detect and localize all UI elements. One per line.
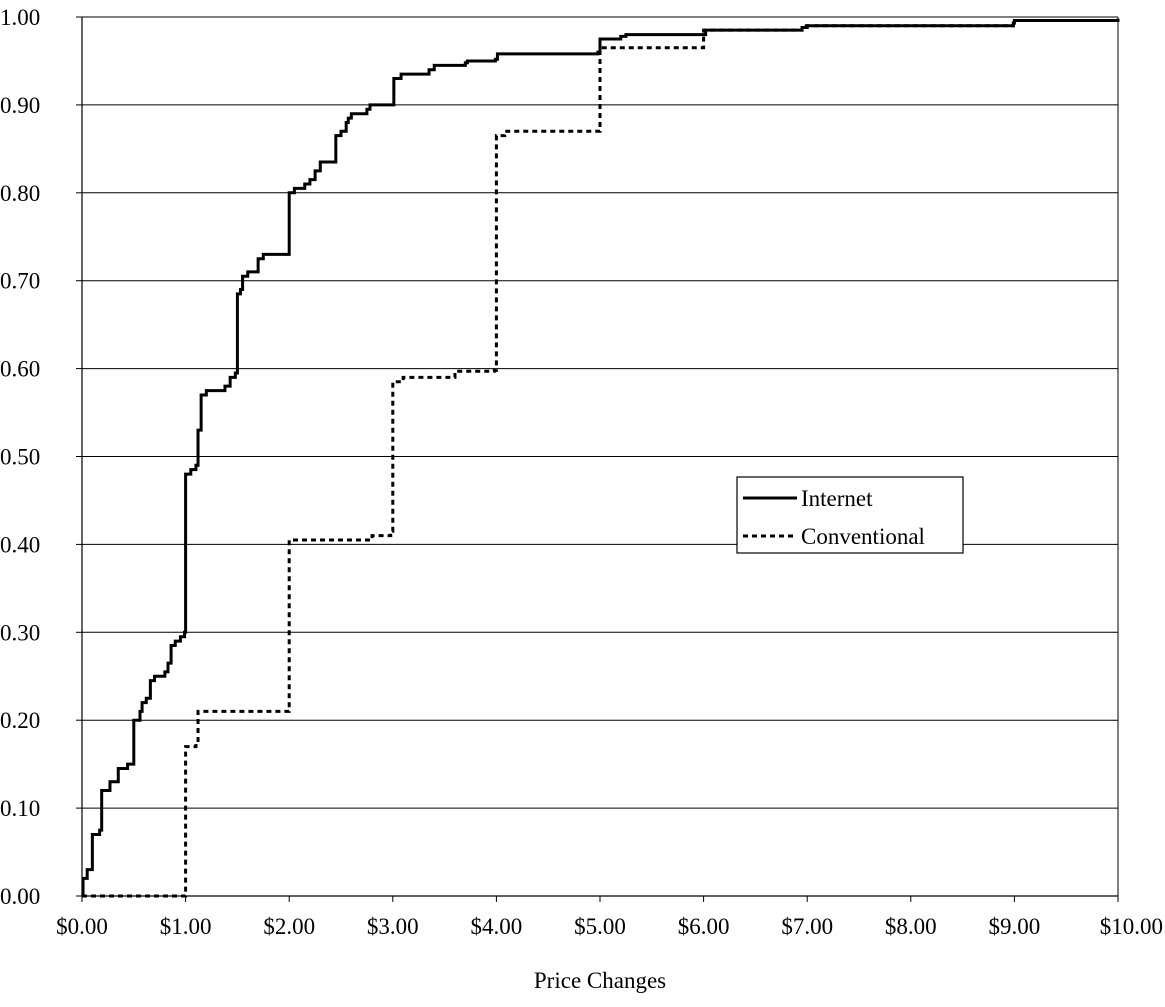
y-tick-label-10: 1.00: [0, 5, 40, 30]
x-tick-label-7: $7.00: [781, 914, 833, 939]
x-tick-label-3: $3.00: [367, 914, 419, 939]
x-tick-label-0: $0.00: [56, 914, 108, 939]
series-lines: [81, 18, 1120, 898]
x-tick-label-6: $6.00: [678, 914, 730, 939]
y-tick-label-1: 0.10: [0, 796, 40, 821]
x-tick-label-2: $2.00: [263, 914, 315, 939]
y-tick-label-0: 0.00: [0, 884, 40, 909]
y-axis-ticks: 0.00 0.10 0.20 0.30 0.40 0.50 0.60 0.70 0.80 0.90…: [0, 5, 82, 909]
y-tick-label-9: 0.90: [0, 93, 40, 118]
y-tick-label-6: 0.60: [0, 357, 40, 382]
y-tick-label-4: 0.40: [0, 532, 40, 557]
y-tick-label-7: 0.70: [0, 269, 40, 294]
x-axis-ticks: $0.00 $1.00 $2.00 $3.00 $4.00 $5.00 $6.00 $7.00…: [56, 896, 1163, 939]
series-line-internet: [81, 18, 1120, 898]
series-line-conventional: [82, 18, 1120, 898]
y-tick-label-5: 0.50: [0, 445, 40, 470]
y-tick-label-8: 0.80: [0, 181, 40, 206]
y-tick-label-3: 0.30: [0, 620, 40, 645]
x-axis-title: Price Changes: [534, 968, 666, 993]
legend-box: [736, 476, 964, 554]
x-tick-label-4: $4.00: [471, 914, 523, 939]
legend-label-internet: Internet: [801, 486, 873, 511]
x-tick-label-9: $9.00: [989, 914, 1041, 939]
gridlines: [82, 16, 1118, 897]
x-tick-label-5: $5.00: [574, 914, 626, 939]
legend-label-conventional: Conventional: [801, 524, 925, 549]
y-tick-label-2: 0.20: [0, 708, 40, 733]
x-tick-label-1: $1.00: [160, 914, 212, 939]
x-tick-label-10: $10.00: [1100, 914, 1163, 939]
legend: Internet Conventional: [736, 476, 964, 554]
x-tick-label-8: $8.00: [885, 914, 937, 939]
